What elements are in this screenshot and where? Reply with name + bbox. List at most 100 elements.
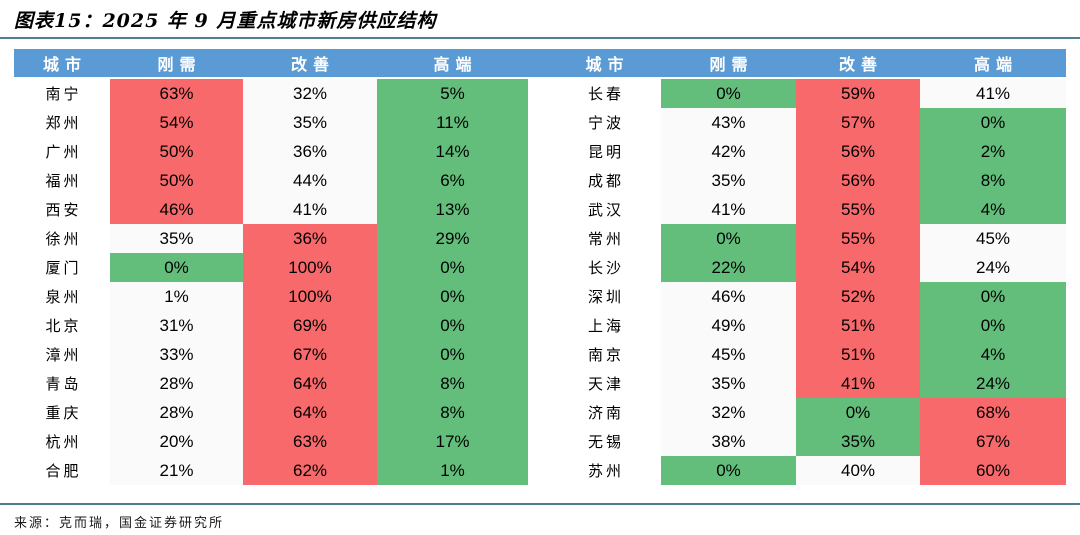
panel-gap <box>528 456 548 485</box>
value-cell: 1% <box>110 282 243 311</box>
panel-gap <box>528 340 548 369</box>
panel-gap <box>528 195 548 224</box>
city-cell: 北京 <box>14 311 110 340</box>
value-cell: 29% <box>377 224 528 253</box>
value-cell: 4% <box>920 195 1066 224</box>
value-cell: 46% <box>661 282 796 311</box>
city-cell: 西安 <box>14 195 110 224</box>
city-cell: 长春 <box>548 79 661 108</box>
value-cell: 52% <box>796 282 920 311</box>
value-cell: 31% <box>110 311 243 340</box>
panel-gap <box>528 253 548 282</box>
value-cell: 56% <box>796 137 920 166</box>
value-cell: 44% <box>243 166 377 195</box>
value-cell: 17% <box>377 427 528 456</box>
column-header-city: 城市 <box>14 49 110 79</box>
value-cell: 51% <box>796 340 920 369</box>
city-cell: 济南 <box>548 398 661 427</box>
value-cell: 67% <box>920 427 1066 456</box>
value-cell: 41% <box>661 195 796 224</box>
value-cell: 54% <box>110 108 243 137</box>
panel-gap <box>528 311 548 340</box>
value-cell: 67% <box>243 340 377 369</box>
value-cell: 45% <box>661 340 796 369</box>
value-cell: 14% <box>377 137 528 166</box>
value-cell: 0% <box>920 311 1066 340</box>
value-cell: 57% <box>796 108 920 137</box>
header-gap <box>528 49 548 79</box>
value-cell: 35% <box>661 166 796 195</box>
city-cell: 苏州 <box>548 456 661 485</box>
value-cell: 42% <box>661 137 796 166</box>
value-cell: 8% <box>377 398 528 427</box>
value-cell: 8% <box>377 369 528 398</box>
panel-gap <box>528 224 548 253</box>
figure-title: 图表15：2025 年 9 月重点城市新房供应结构 <box>14 10 437 32</box>
footer-divider <box>0 503 1080 505</box>
value-cell: 41% <box>796 369 920 398</box>
value-cell: 50% <box>110 166 243 195</box>
city-cell: 厦门 <box>14 253 110 282</box>
value-cell: 35% <box>243 108 377 137</box>
value-cell: 63% <box>243 427 377 456</box>
value-cell: 54% <box>796 253 920 282</box>
value-cell: 22% <box>661 253 796 282</box>
city-cell: 常州 <box>548 224 661 253</box>
column-header-segment: 改善 <box>796 49 920 79</box>
supply-structure-table: 城市 刚需 改善 高端 城市 刚需 改善 高端 南宁 63% 32% 5% 长春 0% 59% 41% 郑州 54… <box>14 49 1066 485</box>
city-cell: 青岛 <box>14 369 110 398</box>
value-cell: 0% <box>377 282 528 311</box>
value-cell: 36% <box>243 224 377 253</box>
city-cell: 泉州 <box>14 282 110 311</box>
value-cell: 24% <box>920 369 1066 398</box>
city-cell: 杭州 <box>14 427 110 456</box>
city-cell: 天津 <box>548 369 661 398</box>
value-cell: 55% <box>796 224 920 253</box>
value-cell: 4% <box>920 340 1066 369</box>
value-cell: 36% <box>243 137 377 166</box>
value-cell: 100% <box>243 253 377 282</box>
city-cell: 上海 <box>548 311 661 340</box>
value-cell: 49% <box>661 311 796 340</box>
panel-gap <box>528 108 548 137</box>
value-cell: 50% <box>110 137 243 166</box>
panel-gap <box>528 137 548 166</box>
value-cell: 41% <box>243 195 377 224</box>
value-cell: 0% <box>377 311 528 340</box>
value-cell: 64% <box>243 369 377 398</box>
column-header-city: 城市 <box>548 49 661 79</box>
city-cell: 南宁 <box>14 79 110 108</box>
city-cell: 重庆 <box>14 398 110 427</box>
value-cell: 13% <box>377 195 528 224</box>
column-header-segment: 刚需 <box>110 49 243 79</box>
value-cell: 56% <box>796 166 920 195</box>
value-cell: 60% <box>920 456 1066 485</box>
value-cell: 100% <box>243 282 377 311</box>
value-cell: 43% <box>661 108 796 137</box>
city-cell: 深圳 <box>548 282 661 311</box>
city-cell: 宁波 <box>548 108 661 137</box>
value-cell: 6% <box>377 166 528 195</box>
value-cell: 28% <box>110 369 243 398</box>
value-cell: 62% <box>243 456 377 485</box>
value-cell: 0% <box>796 398 920 427</box>
city-cell: 广州 <box>14 137 110 166</box>
value-cell: 0% <box>920 282 1066 311</box>
panel-gap <box>528 79 548 108</box>
city-cell: 徐州 <box>14 224 110 253</box>
city-cell: 昆明 <box>548 137 661 166</box>
value-cell: 0% <box>661 79 796 108</box>
value-cell: 24% <box>920 253 1066 282</box>
value-cell: 0% <box>920 108 1066 137</box>
column-header-segment: 刚需 <box>661 49 796 79</box>
panel-gap <box>528 427 548 456</box>
value-cell: 33% <box>110 340 243 369</box>
column-header-segment: 高端 <box>377 49 528 79</box>
value-cell: 35% <box>796 427 920 456</box>
value-cell: 32% <box>243 79 377 108</box>
source-note: 来源：克而瑞，国金证券研究所 <box>14 516 225 531</box>
panel-gap <box>528 369 548 398</box>
value-cell: 41% <box>920 79 1066 108</box>
value-cell: 51% <box>796 311 920 340</box>
